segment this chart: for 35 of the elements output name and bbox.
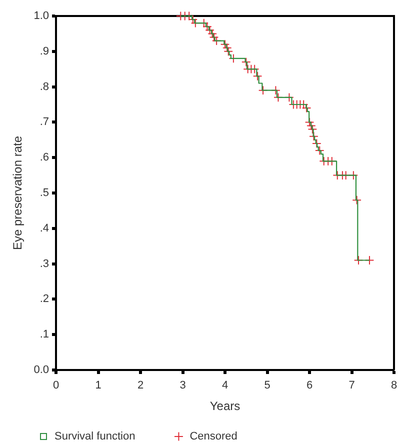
x-tick-label: 7: [348, 380, 355, 392]
x-tick-label: 3: [180, 380, 186, 392]
x-tick-label: 2: [137, 380, 144, 392]
point: [252, 71, 262, 81]
x-axis-title: Years: [210, 399, 240, 414]
point: [188, 14, 198, 24]
x-tick-label: 4: [222, 380, 228, 392]
y-tick-label: 1.0: [34, 10, 49, 22]
point: [202, 22, 212, 32]
y-tick-label: .8: [40, 80, 49, 93]
legend-label: Censored: [190, 430, 238, 443]
x-tick-label: 0: [52, 380, 60, 392]
y-tick-label: .7: [40, 116, 49, 128]
y-tick-label: .3: [40, 258, 49, 270]
x-tick-label: 1: [95, 380, 102, 392]
x-tick-label: 6: [306, 380, 313, 392]
y-tick-label: .4: [40, 222, 49, 234]
y-tick-label: .6: [40, 152, 49, 164]
x-tick-label: 8: [390, 380, 398, 392]
y-tick-label: .1: [40, 328, 49, 341]
point: [312, 138, 322, 148]
y-tick-label: .2: [40, 293, 49, 306]
point: [352, 195, 362, 205]
x-tick-label: 5: [264, 380, 270, 392]
y-tick-label: 0.0: [34, 364, 49, 376]
y-tick-label: .5: [40, 187, 49, 200]
point: [222, 43, 232, 53]
point: [314, 146, 324, 156]
point: [308, 124, 318, 134]
y-axis-title: Eye preservation rate: [10, 136, 25, 250]
point: [241, 57, 251, 67]
point: [304, 118, 314, 127]
point: [306, 121, 316, 130]
legend-label: Survival function: [54, 430, 136, 443]
y-tick-label: .9: [40, 45, 49, 58]
